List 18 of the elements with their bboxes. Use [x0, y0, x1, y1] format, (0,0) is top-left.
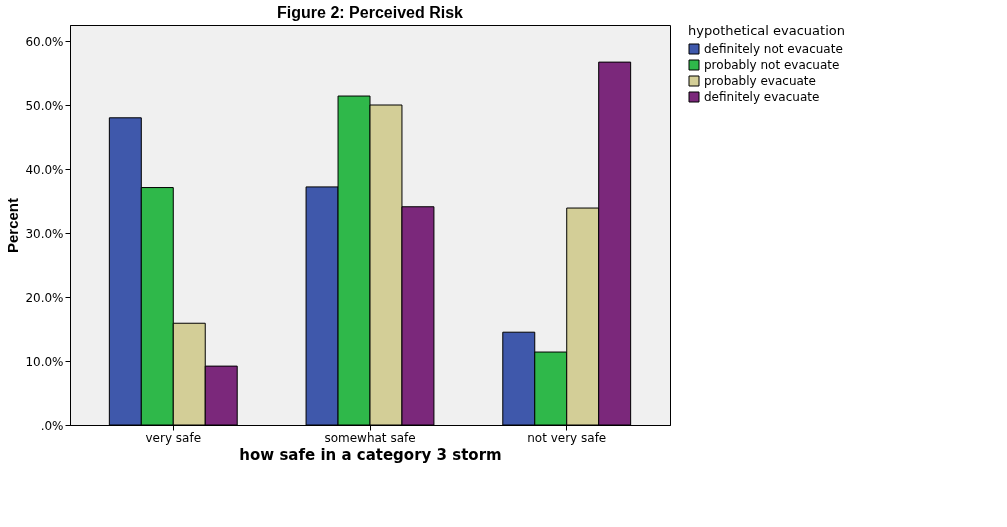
y-tick-label: 20.0% — [25, 290, 64, 305]
y-tick-label: 60.0% — [25, 34, 64, 49]
y-tick-label: 50.0% — [25, 98, 64, 113]
y-axis-title: Percent — [4, 197, 22, 254]
legend-label: probably evacuate — [704, 74, 816, 88]
x-axis-title: how safe in a category 3 storm — [239, 445, 502, 464]
y-tick-label: .0% — [40, 418, 64, 433]
x-tick-label: not very safe — [527, 430, 607, 445]
y-tick-label: 30.0% — [25, 226, 64, 241]
y-tick-label: 10.0% — [25, 354, 64, 369]
legend-title: hypothetical evacuation — [688, 23, 845, 38]
legend-label: probably not evacuate — [704, 58, 840, 72]
chart-title: Figure 2: Perceived Risk — [277, 4, 464, 21]
x-tick-label: very safe — [145, 430, 202, 445]
legend-label: definitely evacuate — [704, 90, 820, 104]
y-tick-label: 40.0% — [25, 162, 64, 177]
legend-label: definitely not evacuate — [704, 42, 843, 56]
x-tick-label: somewhat safe — [324, 430, 416, 445]
